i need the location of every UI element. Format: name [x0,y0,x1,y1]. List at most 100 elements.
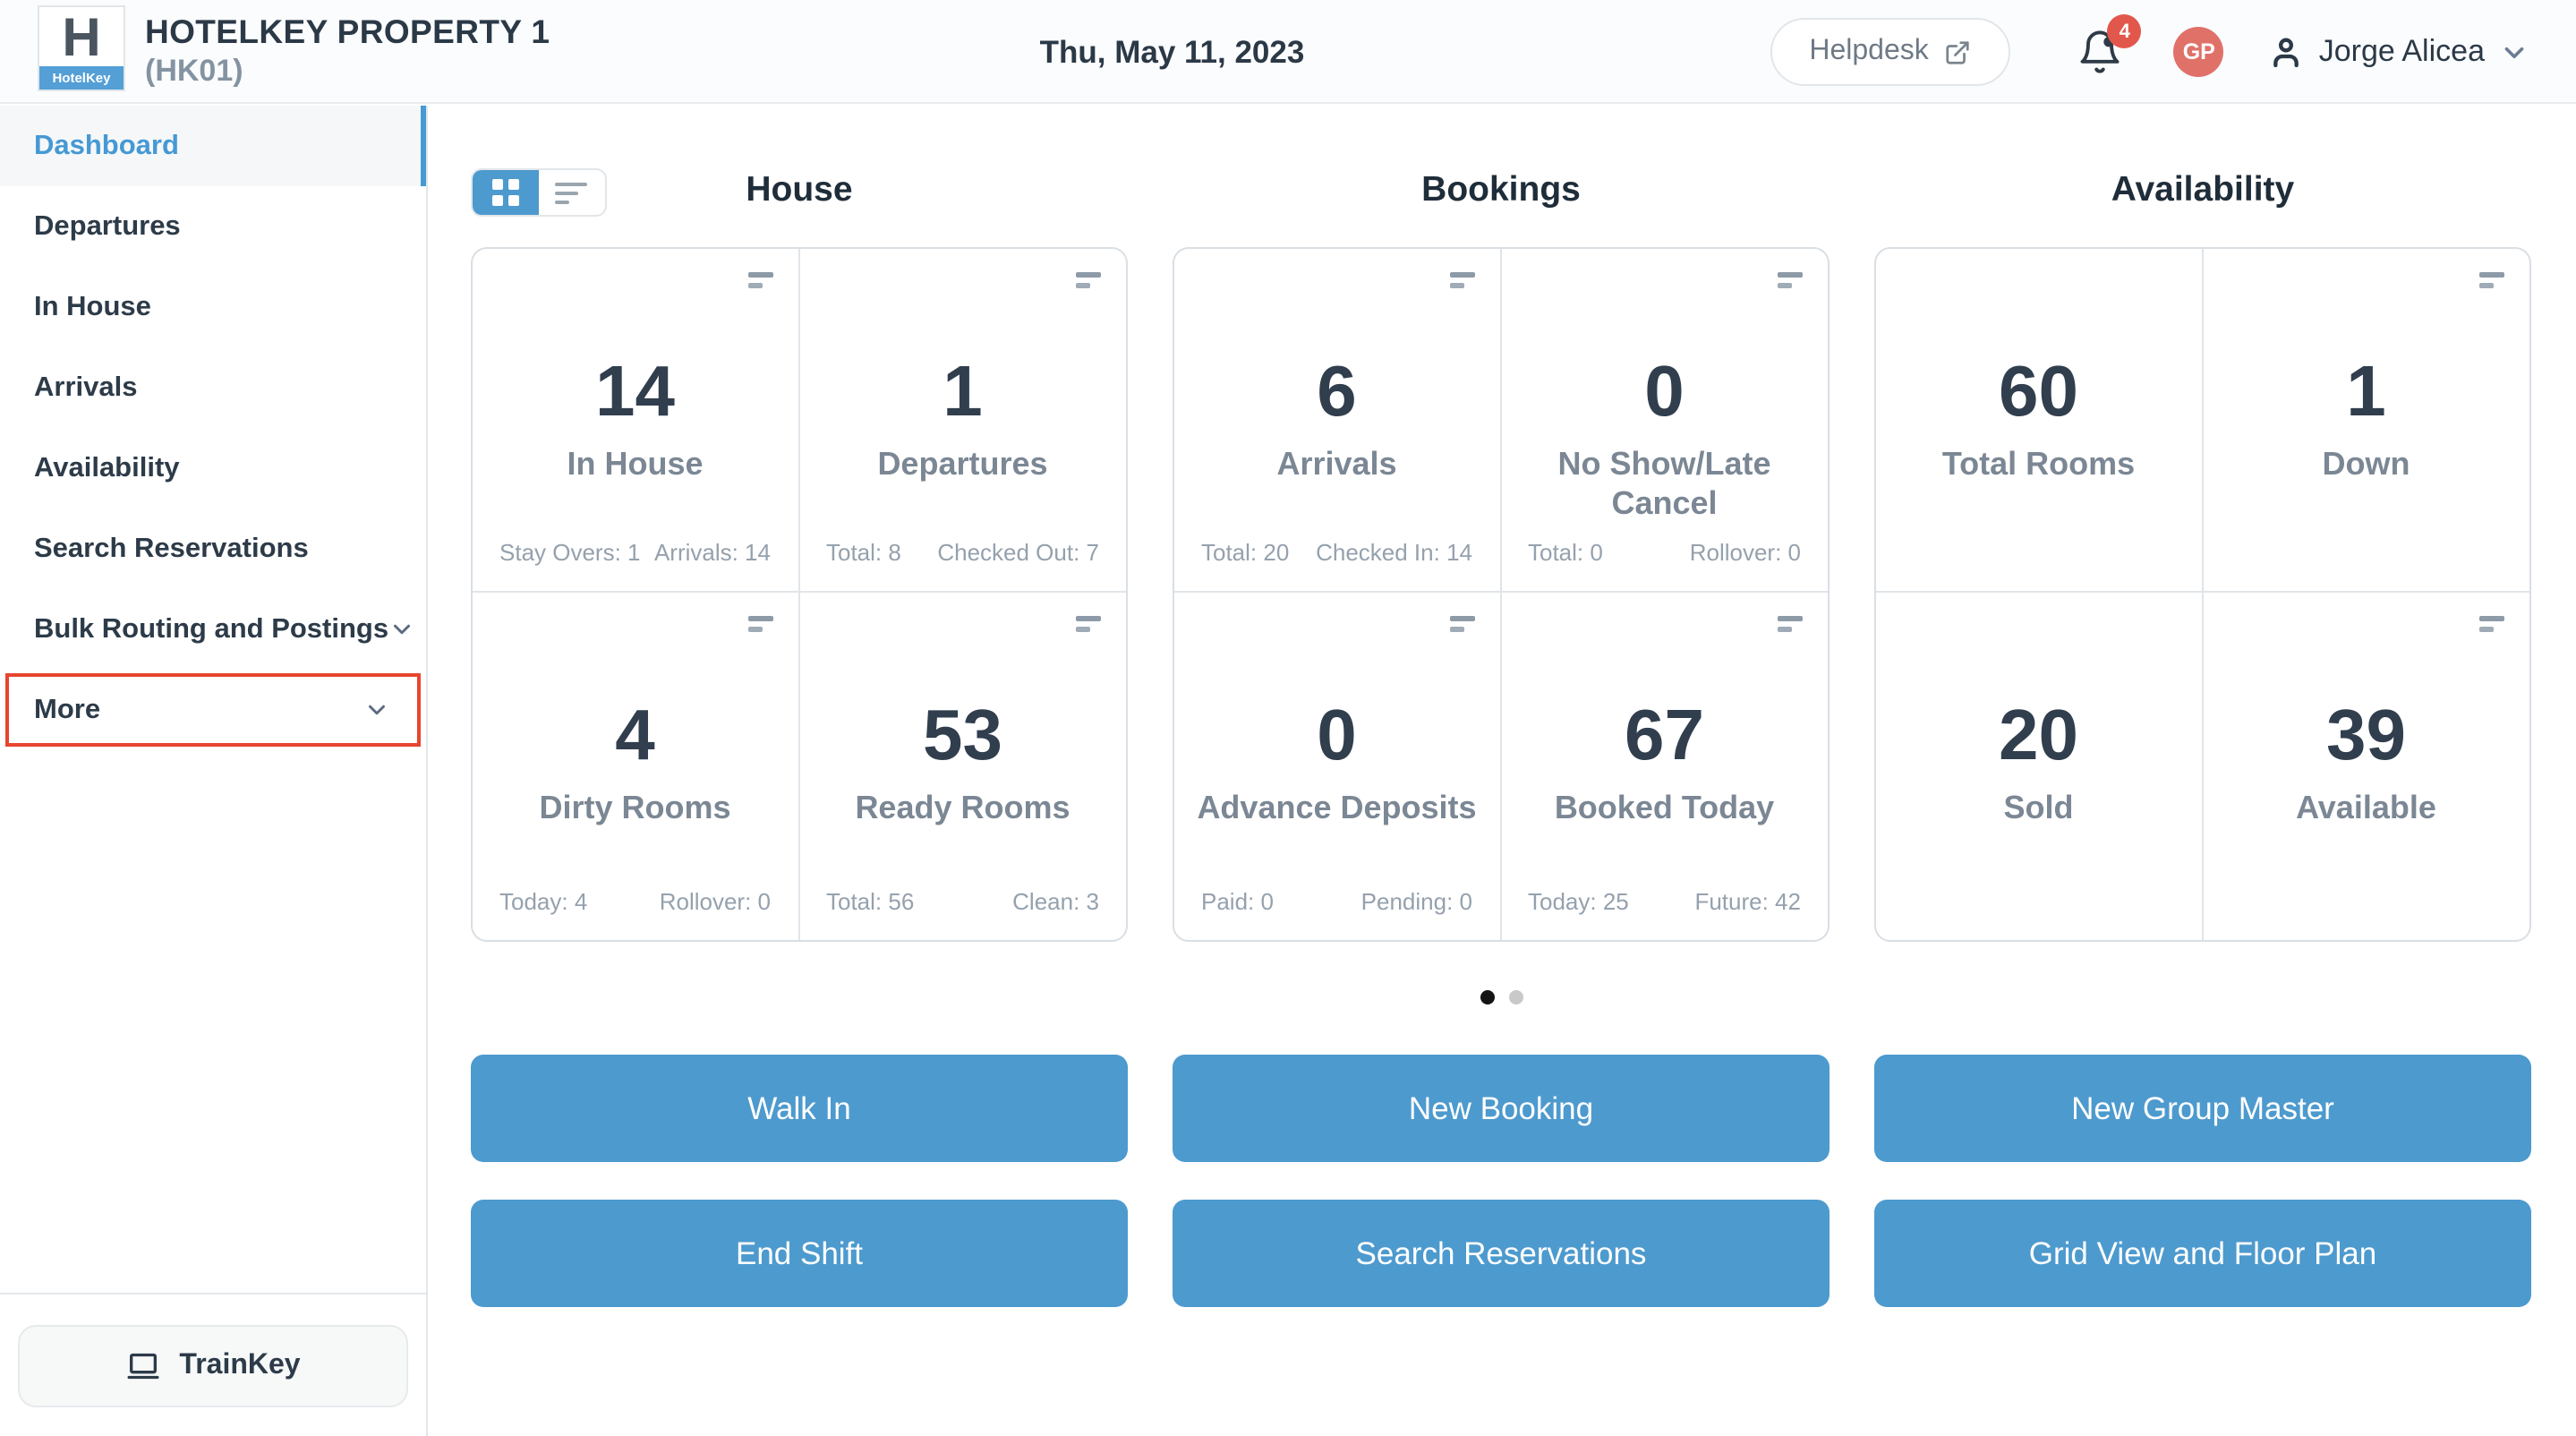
stat-label: Ready Rooms [855,790,1070,825]
trainkey-button[interactable]: TrainKey [18,1325,408,1407]
sidebar-item-search-reservations[interactable]: Search Reservations [0,509,426,589]
stat-value: 67 [1625,697,1704,775]
grid-icon [492,179,519,206]
stat-label: Arrivals [1276,446,1397,482]
availability-panel: 60 Total Rooms 1 Down 20 Sold 39 Availab… [1874,247,2531,942]
card-menu-icon[interactable] [1778,272,1803,288]
helpdesk-button[interactable]: Helpdesk [1770,18,2011,86]
stat-value: 1 [943,353,983,432]
stat-value: 1 [2346,353,2386,432]
property-code: (HK01) [145,54,243,88]
search-reservations-button[interactable]: Search Reservations [1173,1200,1830,1307]
sidebar-item-label: Arrivals [34,372,138,402]
card-menu-icon[interactable] [1449,616,1474,632]
stat-card-total-rooms[interactable]: 60 Total Rooms [1876,249,2203,593]
stat-label: No Show/Late Cancel [1557,446,1771,521]
stat-value: 14 [595,353,675,432]
logo-letter: H [62,8,101,67]
substat-right: Pending: 0 [1361,888,1472,915]
sidebar-item-arrivals[interactable]: Arrivals [0,347,426,428]
helpdesk-label: Helpdesk [1809,36,1929,66]
stat-label: In House [567,446,704,482]
stat-card-no-show-late-cancel[interactable]: 0 No Show/Late Cancel Total: 0 Rollover:… [1501,249,1828,593]
view-toggle [471,168,607,217]
stat-value: 0 [1317,697,1357,775]
sidebar-item-more[interactable]: More [5,673,421,747]
stat-substats: Total: 0 Rollover: 0 [1528,539,1801,566]
stat-substats: Stay Overs: 1 Arrivals: 14 [499,539,771,566]
sidebar-item-bulk-routing-and-postings[interactable]: Bulk Routing and Postings [0,589,426,670]
substat-left: Today: 25 [1528,888,1629,915]
card-menu-icon[interactable] [1076,616,1101,632]
carousel-dot-active[interactable] [1480,990,1494,1004]
substat-left: Stay Overs: 1 [499,539,641,566]
card-menu-icon[interactable] [747,272,772,288]
trainkey-label: TrainKey [179,1350,301,1380]
card-menu-icon[interactable] [1778,616,1803,632]
sidebar-item-departures[interactable]: Departures [0,186,426,267]
substat-left: Today: 4 [499,888,588,915]
grid-view-button[interactable] [473,170,539,215]
card-menu-icon[interactable] [1076,272,1101,288]
bell-icon [2077,27,2124,77]
header-controls: Helpdesk 4 [1770,0,2529,104]
chevron-down-icon [2499,37,2529,67]
notifications-button[interactable]: 4 [2077,14,2142,77]
stat-substats: Total: 8 Checked Out: 7 [826,539,1099,566]
carousel-dot[interactable] [1508,990,1523,1004]
stat-card-in-house[interactable]: 14 In House Stay Overs: 1 Arrivals: 14 [473,249,799,593]
stat-card-ready-rooms[interactable]: 53 Ready Rooms Total: 56 Clean: 3 [799,593,1126,940]
column-title-bookings: Bookings [1421,170,1581,209]
column-title-house: House [746,170,853,209]
stat-card-sold[interactable]: 20 Sold [1876,593,2203,940]
carousel-dots [471,990,2531,1004]
sidebar-item-in-house[interactable]: In House [0,267,426,347]
substat-right: Clean: 3 [1012,888,1099,915]
substat-right: Checked Out: 7 [937,539,1099,566]
sidebar-footer: TrainKey [0,1293,426,1436]
stat-card-down[interactable]: 1 Down [2203,249,2529,593]
app-header: H HotelKey HOTELKEY PROPERTY 1 (HK01) Th… [0,0,2576,104]
card-menu-icon[interactable] [2479,616,2504,632]
list-view-button[interactable] [539,170,605,215]
substat-left: Total: 0 [1528,539,1603,566]
sidebar-item-availability[interactable]: Availability [0,428,426,509]
grid-view-floor-plan-button[interactable]: Grid View and Floor Plan [1874,1200,2531,1307]
stat-value: 4 [615,697,655,775]
stat-label: Available [2296,790,2436,825]
substat-right: Future: 42 [1694,888,1801,915]
laptop-icon [125,1348,161,1384]
stat-label: Total Rooms [1941,446,2136,482]
card-menu-icon[interactable] [1449,272,1474,288]
stat-card-booked-today[interactable]: 67 Booked Today Today: 25 Future: 42 [1501,593,1828,940]
stat-card-dirty-rooms[interactable]: 4 Dirty Rooms Today: 4 Rollover: 0 [473,593,799,940]
new-booking-button[interactable]: New Booking [1173,1055,1830,1162]
substat-right: Rollover: 0 [1689,539,1801,566]
sidebar: Dashboard Departures In House Arrivals A… [0,106,428,1436]
sidebar-item-dashboard[interactable]: Dashboard [0,106,426,186]
walk-in-button[interactable]: Walk In [471,1055,1128,1162]
chevron-down-icon [388,616,415,643]
avatar[interactable]: GP [2173,27,2224,77]
notification-badge: 4 [2107,14,2142,48]
current-date: Thu, May 11, 2023 [1039,33,1305,69]
substat-left: Total: 8 [826,539,901,566]
logo-brand-label: HotelKey [39,66,124,90]
end-shift-button[interactable]: End Shift [471,1200,1128,1307]
card-menu-icon[interactable] [747,616,772,632]
stat-card-arrivals[interactable]: 6 Arrivals Total: 20 Checked In: 14 [1174,249,1501,593]
user-menu[interactable]: Jorge Alicea [2269,34,2529,70]
card-menu-icon[interactable] [2479,272,2504,288]
new-group-master-button[interactable]: New Group Master [1874,1055,2531,1162]
stat-substats: Total: 20 Checked In: 14 [1201,539,1472,566]
person-icon [2269,34,2305,70]
stat-panels: 14 In House Stay Overs: 1 Arrivals: 14 1… [471,247,2531,942]
property-title-block: HOTELKEY PROPERTY 1 (HK01) [145,13,550,90]
stat-card-available[interactable]: 39 Available [2203,593,2529,940]
substat-left: Paid: 0 [1201,888,1274,915]
sidebar-item-label: Dashboard [34,130,179,160]
user-name: Jorge Alicea [2318,34,2485,68]
stat-card-advance-deposits[interactable]: 0 Advance Deposits Paid: 0 Pending: 0 [1174,593,1501,940]
stat-card-departures[interactable]: 1 Departures Total: 8 Checked Out: 7 [799,249,1126,593]
